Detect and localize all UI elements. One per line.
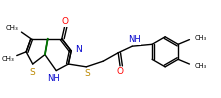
Text: S: S — [84, 69, 90, 78]
Text: CH₃: CH₃ — [195, 63, 207, 69]
Text: O: O — [61, 17, 68, 26]
Text: CH₃: CH₃ — [195, 35, 207, 41]
Text: S: S — [30, 68, 36, 77]
Text: N: N — [75, 45, 82, 54]
Text: NH: NH — [47, 74, 60, 83]
Text: CH₃: CH₃ — [6, 25, 19, 31]
Text: CH₃: CH₃ — [1, 56, 14, 62]
Text: O: O — [116, 67, 124, 76]
Text: NH: NH — [128, 35, 141, 44]
